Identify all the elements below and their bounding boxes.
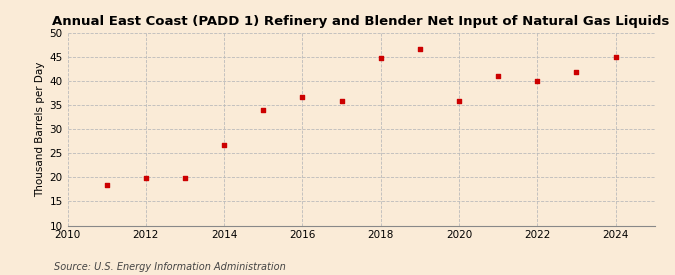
- Point: [532, 78, 543, 83]
- Y-axis label: Thousand Barrels per Day: Thousand Barrels per Day: [35, 62, 45, 197]
- Point: [180, 176, 190, 180]
- Point: [610, 55, 621, 59]
- Point: [140, 176, 151, 180]
- Point: [571, 69, 582, 74]
- Point: [375, 55, 386, 60]
- Point: [336, 99, 347, 103]
- Text: Source: U.S. Energy Information Administration: Source: U.S. Energy Information Administ…: [54, 262, 286, 272]
- Point: [297, 94, 308, 99]
- Title: Annual East Coast (PADD 1) Refinery and Blender Net Input of Natural Gas Liquids: Annual East Coast (PADD 1) Refinery and …: [53, 15, 670, 28]
- Point: [258, 108, 269, 113]
- Point: [454, 99, 464, 103]
- Point: [219, 143, 230, 147]
- Point: [493, 74, 504, 78]
- Point: [414, 47, 425, 51]
- Point: [101, 182, 112, 187]
